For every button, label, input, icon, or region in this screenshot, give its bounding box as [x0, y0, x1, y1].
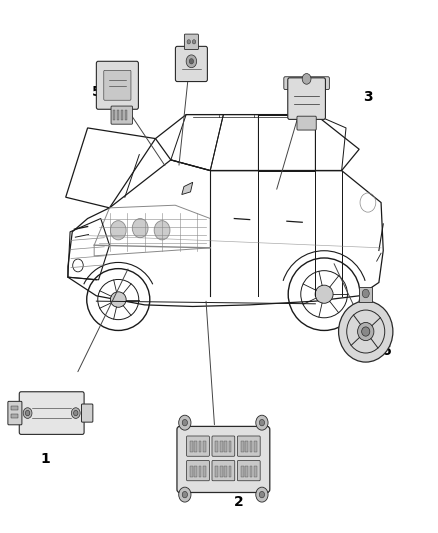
- Bar: [224, 466, 227, 477]
- FancyBboxPatch shape: [297, 116, 316, 130]
- FancyBboxPatch shape: [212, 461, 235, 481]
- Circle shape: [74, 410, 78, 416]
- FancyBboxPatch shape: [104, 70, 131, 100]
- Circle shape: [179, 415, 191, 430]
- Bar: [121, 110, 123, 120]
- Ellipse shape: [362, 327, 370, 336]
- Circle shape: [256, 415, 268, 430]
- Circle shape: [25, 410, 30, 416]
- Bar: [245, 466, 248, 477]
- Bar: [215, 466, 218, 477]
- Bar: [215, 441, 218, 452]
- Bar: [190, 441, 193, 452]
- FancyBboxPatch shape: [81, 404, 93, 422]
- FancyBboxPatch shape: [8, 401, 22, 425]
- Circle shape: [182, 491, 187, 498]
- Bar: [250, 466, 252, 477]
- Ellipse shape: [315, 285, 333, 303]
- Circle shape: [187, 40, 191, 44]
- FancyBboxPatch shape: [237, 436, 260, 456]
- Bar: [11, 414, 18, 418]
- Circle shape: [132, 219, 148, 238]
- Bar: [190, 466, 193, 477]
- Ellipse shape: [339, 301, 393, 362]
- FancyBboxPatch shape: [187, 436, 209, 456]
- Bar: [117, 110, 119, 120]
- Bar: [229, 466, 231, 477]
- Text: 7: 7: [184, 45, 193, 59]
- Text: 3: 3: [363, 90, 373, 104]
- Circle shape: [302, 74, 311, 84]
- Bar: [224, 441, 227, 452]
- Bar: [203, 466, 206, 477]
- Circle shape: [259, 491, 265, 498]
- Bar: [124, 110, 127, 120]
- Bar: [203, 441, 206, 452]
- FancyBboxPatch shape: [288, 78, 325, 119]
- FancyBboxPatch shape: [177, 426, 270, 492]
- FancyBboxPatch shape: [96, 61, 138, 109]
- Text: 1: 1: [40, 453, 50, 466]
- Ellipse shape: [110, 292, 126, 307]
- Text: 6: 6: [381, 344, 391, 358]
- Circle shape: [110, 221, 126, 240]
- Circle shape: [259, 419, 265, 426]
- Circle shape: [23, 408, 32, 418]
- Circle shape: [154, 221, 170, 240]
- Polygon shape: [182, 182, 193, 195]
- Bar: [254, 441, 257, 452]
- Bar: [245, 441, 248, 452]
- Circle shape: [186, 55, 197, 68]
- FancyBboxPatch shape: [184, 34, 198, 50]
- Bar: [194, 441, 197, 452]
- Polygon shape: [359, 287, 372, 302]
- Bar: [11, 406, 18, 410]
- Bar: [254, 466, 257, 477]
- FancyBboxPatch shape: [111, 106, 132, 124]
- FancyBboxPatch shape: [284, 77, 329, 90]
- Circle shape: [179, 487, 191, 502]
- Bar: [241, 441, 244, 452]
- FancyBboxPatch shape: [175, 46, 208, 82]
- FancyBboxPatch shape: [19, 392, 84, 434]
- Circle shape: [71, 408, 80, 418]
- Bar: [250, 441, 252, 452]
- Bar: [220, 441, 223, 452]
- FancyBboxPatch shape: [237, 461, 260, 481]
- Bar: [199, 466, 201, 477]
- FancyBboxPatch shape: [212, 436, 235, 456]
- Circle shape: [362, 289, 369, 298]
- Circle shape: [192, 40, 196, 44]
- Text: 2: 2: [234, 495, 244, 509]
- Bar: [220, 466, 223, 477]
- Bar: [241, 466, 244, 477]
- Bar: [229, 441, 231, 452]
- Circle shape: [189, 59, 194, 64]
- Ellipse shape: [357, 322, 374, 341]
- Bar: [113, 110, 115, 120]
- FancyBboxPatch shape: [187, 461, 209, 481]
- Bar: [194, 466, 197, 477]
- Circle shape: [182, 419, 187, 426]
- Circle shape: [256, 487, 268, 502]
- Text: 5: 5: [92, 85, 101, 99]
- Bar: [199, 441, 201, 452]
